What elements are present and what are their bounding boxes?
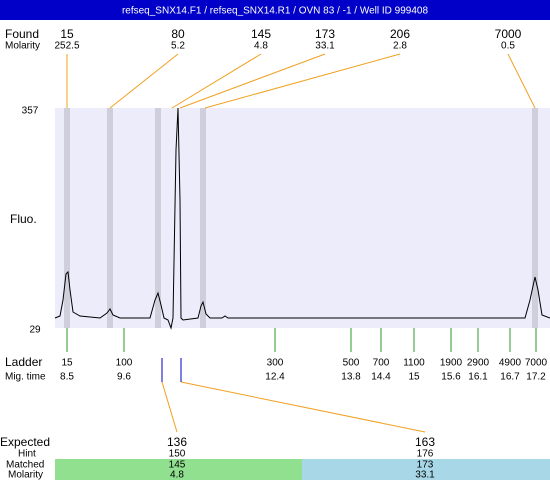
ladder-size: 15 <box>61 358 73 369</box>
ladder-size: 100 <box>116 358 133 369</box>
mig-label: Mig. time <box>5 372 46 383</box>
matched-band <box>55 459 302 480</box>
found-molarity: 252.5 <box>54 41 79 52</box>
found-size: 15 <box>60 27 74 41</box>
found-size: 206 <box>390 27 410 41</box>
found-size: 145 <box>251 27 271 41</box>
y-label: Fluo. <box>10 212 37 226</box>
expected-size: 136 <box>167 435 187 449</box>
title: refseq_SNX14.F1 / refseq_SNX14.R1 / OVN … <box>122 6 429 17</box>
ladder-size: 300 <box>267 358 284 369</box>
mig-time: 13.8 <box>341 372 361 383</box>
found-label: Found <box>5 27 39 41</box>
expected-size: 163 <box>415 435 435 449</box>
ladder-size: 500 <box>343 358 360 369</box>
title-bar <box>0 0 550 20</box>
mig-time: 16.7 <box>500 372 520 383</box>
mig-time: 16.1 <box>468 372 488 383</box>
found-molarity: 33.1 <box>315 41 335 52</box>
mig-time: 14.4 <box>371 372 391 383</box>
mig-time: 15.6 <box>441 372 461 383</box>
ladder-size: 1100 <box>403 358 425 369</box>
ladder-label: Ladder <box>5 355 42 369</box>
matched-band <box>302 459 550 480</box>
y-min: 29 <box>29 325 41 336</box>
found-molarity: 2.8 <box>393 41 407 52</box>
molarity-label: Molarity <box>8 470 43 480</box>
found-size: 7000 <box>495 27 522 41</box>
ladder-size: 2900 <box>467 358 490 369</box>
plot-area <box>55 108 550 328</box>
found-size: 173 <box>315 27 335 41</box>
trace <box>54 107 550 330</box>
molarity: 33.1 <box>415 470 435 480</box>
mig-time: 12.4 <box>265 372 285 383</box>
hint: 176 <box>417 449 434 460</box>
matched-label: Matched <box>6 460 44 471</box>
found-connectors <box>66 53 536 433</box>
peak-bands <box>64 108 538 328</box>
molarity: 4.8 <box>170 470 184 480</box>
ladder-size: 700 <box>373 358 390 369</box>
ladder-size: 1900 <box>440 358 463 369</box>
mig-time: 15 <box>408 372 420 383</box>
found-molarity: 5.2 <box>171 41 185 52</box>
ladder-size: 4900 <box>499 358 522 369</box>
y-max: 357 <box>22 106 39 117</box>
matched: 173 <box>417 460 434 471</box>
mig-time: 9.6 <box>117 372 131 383</box>
mig-time: 8.5 <box>60 372 74 383</box>
expected-markers <box>161 358 182 382</box>
mig-time: 17.2 <box>526 372 546 383</box>
molarity-label: Molarity <box>5 41 40 52</box>
hint-label: Hint <box>18 449 36 460</box>
found-molarity: 4.8 <box>254 41 268 52</box>
ladder-size: 7000 <box>525 358 548 369</box>
hint: 150 <box>169 449 186 460</box>
found-size: 80 <box>171 27 185 41</box>
matched: 145 <box>169 460 186 471</box>
expected-label: Expected <box>0 435 50 449</box>
found-molarity: 0.5 <box>501 41 515 52</box>
